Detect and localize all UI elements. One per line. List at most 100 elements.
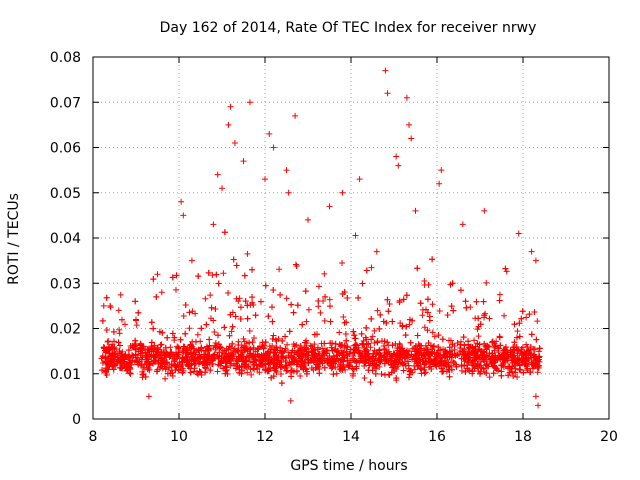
data-point (512, 369, 519, 376)
data-point (148, 339, 155, 346)
data-point (425, 358, 432, 365)
data-point (222, 350, 229, 357)
data-point (475, 315, 482, 322)
data-point (356, 176, 363, 183)
data-point (418, 366, 425, 373)
data-point (229, 323, 236, 330)
data-point (228, 328, 235, 335)
data-point (283, 367, 290, 374)
data-point (500, 363, 507, 370)
data-point (291, 343, 298, 350)
data-point (180, 313, 187, 320)
data-point (447, 281, 454, 288)
data-point (514, 328, 521, 335)
data-point (244, 369, 251, 376)
data-point (235, 354, 242, 361)
data-point (267, 365, 274, 372)
data-point (258, 352, 265, 359)
data-point (248, 371, 255, 378)
data-point (110, 338, 117, 345)
data-point (171, 362, 178, 369)
data-point (372, 370, 379, 377)
data-point (119, 316, 126, 323)
data-point (402, 332, 409, 339)
data-point (376, 325, 383, 332)
data-point (283, 354, 290, 361)
data-point (383, 319, 390, 326)
data-point (466, 354, 473, 361)
data-point (116, 342, 123, 349)
data-point (380, 318, 387, 325)
data-point (516, 362, 523, 369)
data-point (291, 355, 298, 362)
y-tick-label: 0.05 (50, 186, 81, 202)
data-point (534, 369, 541, 376)
data-point (180, 343, 187, 350)
data-point (520, 369, 527, 376)
data-point (305, 216, 311, 223)
data-point (222, 358, 229, 365)
data-point (403, 323, 410, 330)
data-point (120, 356, 127, 363)
data-point (446, 373, 453, 380)
data-point (340, 314, 347, 321)
data-point (137, 345, 144, 352)
data-point (198, 371, 205, 378)
data-point (150, 276, 157, 283)
data-point (414, 265, 421, 272)
data-point (395, 354, 402, 361)
data-point (105, 347, 112, 354)
data-point (422, 369, 429, 376)
data-point (503, 268, 510, 275)
data-point (125, 355, 132, 362)
data-point (399, 322, 406, 329)
data-point (115, 339, 122, 346)
data-point (530, 352, 537, 359)
data-point (119, 348, 126, 355)
data-point (453, 363, 460, 370)
data-point (384, 296, 391, 303)
data-point (396, 345, 403, 352)
data-point (369, 358, 376, 365)
data-point (334, 348, 341, 355)
data-point (483, 279, 490, 286)
data-point (232, 365, 239, 372)
data-point (526, 311, 533, 318)
data-point (103, 294, 110, 301)
data-point (269, 318, 276, 325)
data-point (350, 328, 357, 335)
data-point (303, 318, 310, 325)
data-point (257, 298, 264, 305)
data-point (314, 331, 321, 338)
data-point (399, 353, 406, 360)
data-point (369, 367, 376, 374)
data-point (461, 351, 468, 358)
data-point (403, 94, 410, 101)
data-point (116, 326, 123, 333)
x-tick-label: 12 (256, 429, 274, 445)
data-point (523, 314, 530, 321)
data-point (396, 350, 403, 357)
data-point (135, 309, 142, 316)
data-point (206, 336, 213, 343)
x-tick-label: 20 (600, 429, 618, 445)
data-point (382, 67, 389, 74)
data-point (332, 340, 339, 347)
data-point (243, 357, 250, 364)
data-point (442, 349, 449, 356)
data-point (279, 348, 286, 355)
data-point (256, 343, 263, 350)
data-point (505, 365, 512, 372)
data-point (305, 306, 312, 313)
data-point (237, 316, 244, 323)
data-point (182, 330, 189, 337)
data-point (386, 351, 393, 358)
data-point (221, 229, 228, 236)
data-point (521, 350, 528, 357)
data-point (242, 298, 249, 305)
data-point (228, 358, 235, 365)
data-point (268, 374, 275, 381)
data-point (456, 344, 463, 351)
data-point (340, 349, 347, 356)
data-point (343, 348, 350, 355)
